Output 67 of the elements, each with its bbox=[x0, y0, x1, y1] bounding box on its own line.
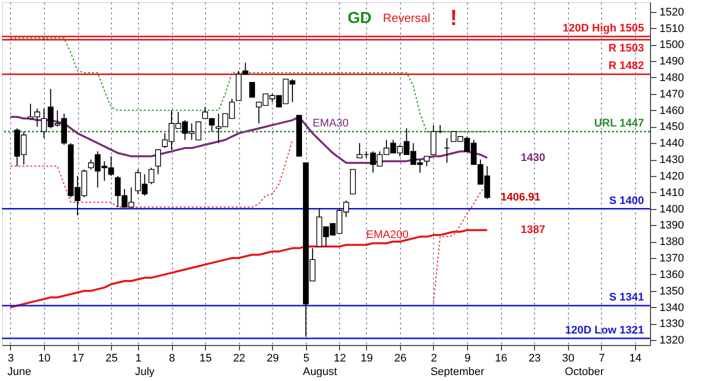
annotation: 1387 bbox=[520, 224, 546, 236]
x-tick-label: 8 bbox=[168, 352, 176, 364]
y-tick-label: 1480 bbox=[660, 72, 684, 84]
y-tick-label: 1320 bbox=[660, 334, 684, 347]
y-tick-label: 1420 bbox=[660, 170, 684, 182]
annotation: GD bbox=[348, 10, 372, 27]
ref-line-label: URL 1447 bbox=[594, 118, 644, 130]
text: August bbox=[302, 366, 338, 378]
x-tick-label: 16 bbox=[494, 352, 508, 364]
annotation: 1406.91 bbox=[500, 191, 540, 204]
ref-line-label: S 1341 bbox=[609, 292, 644, 304]
y-tick-label: 1500 bbox=[660, 39, 684, 52]
ref-line-label: R 1482 bbox=[608, 60, 644, 72]
x-tick-label: 5 bbox=[303, 352, 310, 364]
x-tick-label: 23 bbox=[528, 352, 541, 364]
y-tick-label: 1340 bbox=[660, 302, 684, 314]
candlestick bbox=[148, 167, 154, 185]
x-tick-label: 9 bbox=[464, 352, 471, 364]
y-tick-label: 1330 bbox=[660, 318, 684, 330]
x-tick-label: 2 bbox=[430, 352, 438, 364]
series-label: EMA200 bbox=[366, 228, 408, 241]
y-tick-label: 1490 bbox=[660, 56, 684, 68]
y-tick-label: 1350 bbox=[660, 285, 684, 298]
series-label: EMA30 bbox=[312, 117, 349, 130]
y-tick-label: 1470 bbox=[660, 88, 684, 100]
x-tick-label: 30 bbox=[562, 352, 574, 364]
y-tick-label: 1440 bbox=[660, 138, 684, 150]
x-tick-label: 12 bbox=[334, 352, 346, 364]
x-tick-label: 7 bbox=[598, 352, 605, 364]
y-tick-label: 1450 bbox=[660, 121, 684, 134]
text: June bbox=[7, 366, 32, 378]
x-tick-label: 25 bbox=[105, 352, 118, 364]
line-series bbox=[9, 229, 488, 308]
ref-line-label: S 1400 bbox=[609, 194, 644, 207]
ref-line-label: 120D Low 1321 bbox=[565, 324, 644, 336]
y-tick-label: 1430 bbox=[660, 154, 684, 166]
ref-line-label: 120D High 1505 bbox=[562, 22, 644, 34]
y-tick-label: 1360 bbox=[660, 268, 684, 281]
ref-line-label: R 1503 bbox=[608, 42, 644, 55]
y-tick-label: 1400 bbox=[660, 203, 684, 216]
candlestick bbox=[444, 138, 450, 164]
x-tick-label: 10 bbox=[38, 352, 51, 364]
x-tick-label: 29 bbox=[266, 352, 279, 364]
x-tick-label: 1 bbox=[135, 352, 142, 364]
y-tick-label: 1390 bbox=[660, 220, 684, 232]
y-tick-label: 1460 bbox=[660, 104, 684, 117]
x-tick-label: 17 bbox=[72, 352, 84, 364]
x-tick-label: 19 bbox=[360, 352, 373, 364]
annotation: Reversal bbox=[382, 11, 430, 25]
y-tick-label: 1370 bbox=[660, 252, 684, 265]
candlestick bbox=[249, 82, 256, 98]
y-tick-label: 1510 bbox=[660, 22, 684, 35]
annotation: ! bbox=[450, 5, 458, 30]
x-tick-label: 3 bbox=[8, 352, 14, 364]
x-tick-label: 14 bbox=[629, 352, 642, 364]
text: September bbox=[430, 366, 485, 378]
x-tick-label: 22 bbox=[233, 352, 246, 364]
candlestick bbox=[424, 156, 430, 167]
y-tick-label: 1520 bbox=[660, 6, 684, 18]
annotation: 1430 bbox=[520, 152, 546, 164]
y-tick-label: 1380 bbox=[660, 236, 684, 248]
text: October bbox=[564, 366, 604, 378]
text: July bbox=[134, 366, 156, 378]
y-tick-label: 1410 bbox=[660, 186, 684, 199]
x-tick-label: 26 bbox=[394, 352, 406, 364]
x-tick-label: 15 bbox=[199, 352, 212, 364]
candlestick bbox=[155, 149, 162, 175]
